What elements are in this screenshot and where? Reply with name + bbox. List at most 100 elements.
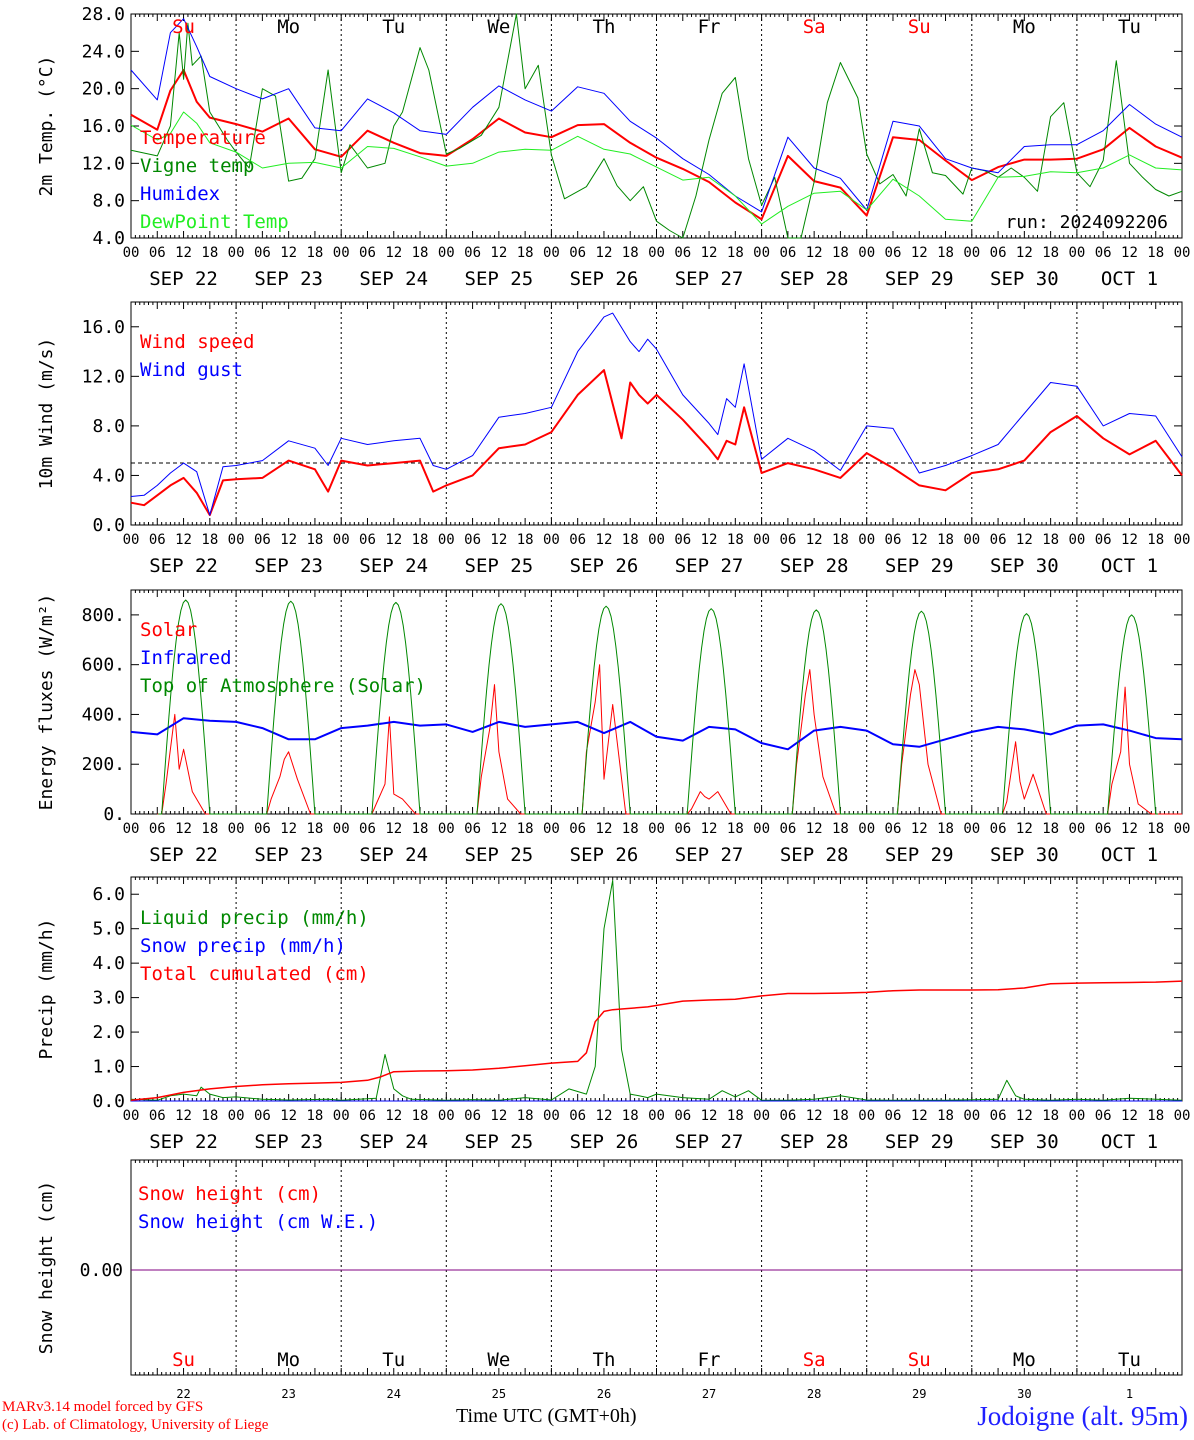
day-name: Su [172, 16, 195, 38]
y-tick-label: 24.0 [82, 41, 125, 62]
date-label: SEP 25 [465, 844, 534, 866]
hour-tick-label: 00 [123, 245, 140, 261]
hour-tick-label: 06 [464, 532, 481, 548]
hour-tick-label: 18 [727, 532, 744, 548]
series-line [130, 312, 1183, 516]
hour-tick-label: 00 [648, 532, 665, 548]
hour-tick-label: 00 [963, 245, 980, 261]
hour-tick-label: 00 [543, 245, 560, 261]
hour-tick-label: 18 [517, 532, 534, 548]
date-label: OCT 1 [1101, 555, 1158, 577]
hour-tick-label: 00 [228, 245, 245, 261]
y-axis-label: Snow height (cm) [36, 1181, 57, 1354]
date-label: SEP 23 [254, 555, 323, 577]
date-label: SEP 29 [885, 555, 954, 577]
hour-tick-label: 00 [543, 1108, 560, 1124]
hour-tick-label: 12 [1016, 1108, 1033, 1124]
hour-tick-label: 12 [701, 532, 718, 548]
hour-tick-label: 06 [674, 245, 691, 261]
date-label: SEP 30 [990, 844, 1059, 866]
hour-tick-label: 18 [412, 532, 429, 548]
day-name: Mo [1013, 1349, 1036, 1371]
date-label: SEP 25 [465, 268, 534, 290]
legend-entry: Humidex [140, 183, 220, 205]
y-tick-label: 8.0 [92, 191, 125, 212]
hour-tick-label: 12 [911, 821, 928, 837]
date-label: SEP 28 [780, 555, 849, 577]
y-tick-label: 200. [82, 754, 125, 775]
hour-tick-label: 06 [990, 1108, 1007, 1124]
hour-tick-label: 00 [1068, 821, 1085, 837]
date-label: SEP 24 [359, 844, 428, 866]
hour-tick-label: 12 [175, 1108, 192, 1124]
day-number: 23 [281, 1387, 295, 1401]
y-tick-label: 12.0 [82, 366, 125, 387]
date-label: OCT 1 [1101, 1131, 1158, 1153]
legend-entry: Temperature [140, 127, 266, 149]
day-name: Fr [698, 1349, 721, 1371]
hour-tick-label: 06 [885, 821, 902, 837]
hour-tick-label: 06 [674, 532, 691, 548]
hour-tick-label: 00 [333, 245, 350, 261]
hour-tick-label: 12 [911, 1108, 928, 1124]
hour-tick-label: 00 [123, 532, 140, 548]
hour-tick-label: 12 [701, 821, 718, 837]
hour-tick-label: 18 [306, 245, 323, 261]
hour-tick-label: 06 [779, 532, 796, 548]
series-line [130, 13, 1183, 239]
day-number: 1 [1126, 1387, 1133, 1401]
y-tick-label: 4.0 [92, 228, 125, 249]
hour-tick-label: 18 [727, 245, 744, 261]
y-tick-label: 2.0 [92, 1022, 125, 1043]
y-tick-label: 0.00 [80, 1260, 123, 1281]
day-name: Su [908, 1349, 931, 1371]
hour-tick-label: 12 [280, 245, 297, 261]
hour-tick-label: 18 [1042, 821, 1059, 837]
run-annotation: run: 2024092206 [1005, 212, 1168, 233]
hour-tick-label: 06 [1095, 821, 1112, 837]
day-name: Sa [803, 16, 826, 38]
y-tick-label: 16.0 [82, 317, 125, 338]
model-credit-line1: MARv3.14 model forced by GFS [2, 1399, 204, 1415]
hour-tick-label: 00 [1068, 1108, 1085, 1124]
hour-tick-label: 18 [1147, 532, 1164, 548]
day-number: 28 [807, 1387, 821, 1401]
hour-tick-label: 00 [858, 532, 875, 548]
hour-tick-label: 00 [438, 245, 455, 261]
hour-tick-label: 00 [1174, 532, 1191, 548]
hour-tick-label: 18 [937, 532, 954, 548]
hour-tick-label: 18 [517, 821, 534, 837]
day-name: Tu [382, 1349, 405, 1371]
hour-tick-label: 06 [779, 245, 796, 261]
date-label: SEP 26 [570, 555, 639, 577]
hour-tick-label: 18 [201, 1108, 218, 1124]
hour-tick-label: 12 [1121, 532, 1138, 548]
date-label: SEP 28 [780, 844, 849, 866]
hour-tick-label: 00 [228, 1108, 245, 1124]
date-label: SEP 28 [780, 1131, 849, 1153]
hour-tick-label: 06 [990, 245, 1007, 261]
legend-entry: Top of Atmosphere (Solar) [140, 675, 426, 697]
day-name: Su [172, 1349, 195, 1371]
day-name: Fr [698, 16, 721, 38]
hour-tick-label: 06 [359, 245, 376, 261]
hour-tick-label: 18 [201, 821, 218, 837]
date-label: SEP 30 [990, 555, 1059, 577]
hour-tick-label: 00 [648, 1108, 665, 1124]
legend-entry: Snow height (cm W.E.) [138, 1211, 378, 1233]
date-label: SEP 22 [149, 844, 218, 866]
hour-tick-label: 12 [596, 532, 613, 548]
hour-tick-label: 12 [806, 1108, 823, 1124]
legend-entry: Liquid precip (mm/h) [140, 907, 369, 929]
series-line [130, 18, 1183, 213]
hour-tick-label: 00 [228, 532, 245, 548]
hour-tick-label: 12 [280, 1108, 297, 1124]
hour-tick-label: 18 [1147, 821, 1164, 837]
series-line [130, 111, 1183, 225]
hour-tick-label: 00 [753, 821, 770, 837]
hour-tick-label: 12 [385, 1108, 402, 1124]
hour-tick-label: 12 [911, 532, 928, 548]
day-number: 22 [176, 1387, 190, 1401]
y-axis-label: Energy fluxes (W/m²) [36, 594, 57, 811]
hour-tick-label: 06 [1095, 245, 1112, 261]
